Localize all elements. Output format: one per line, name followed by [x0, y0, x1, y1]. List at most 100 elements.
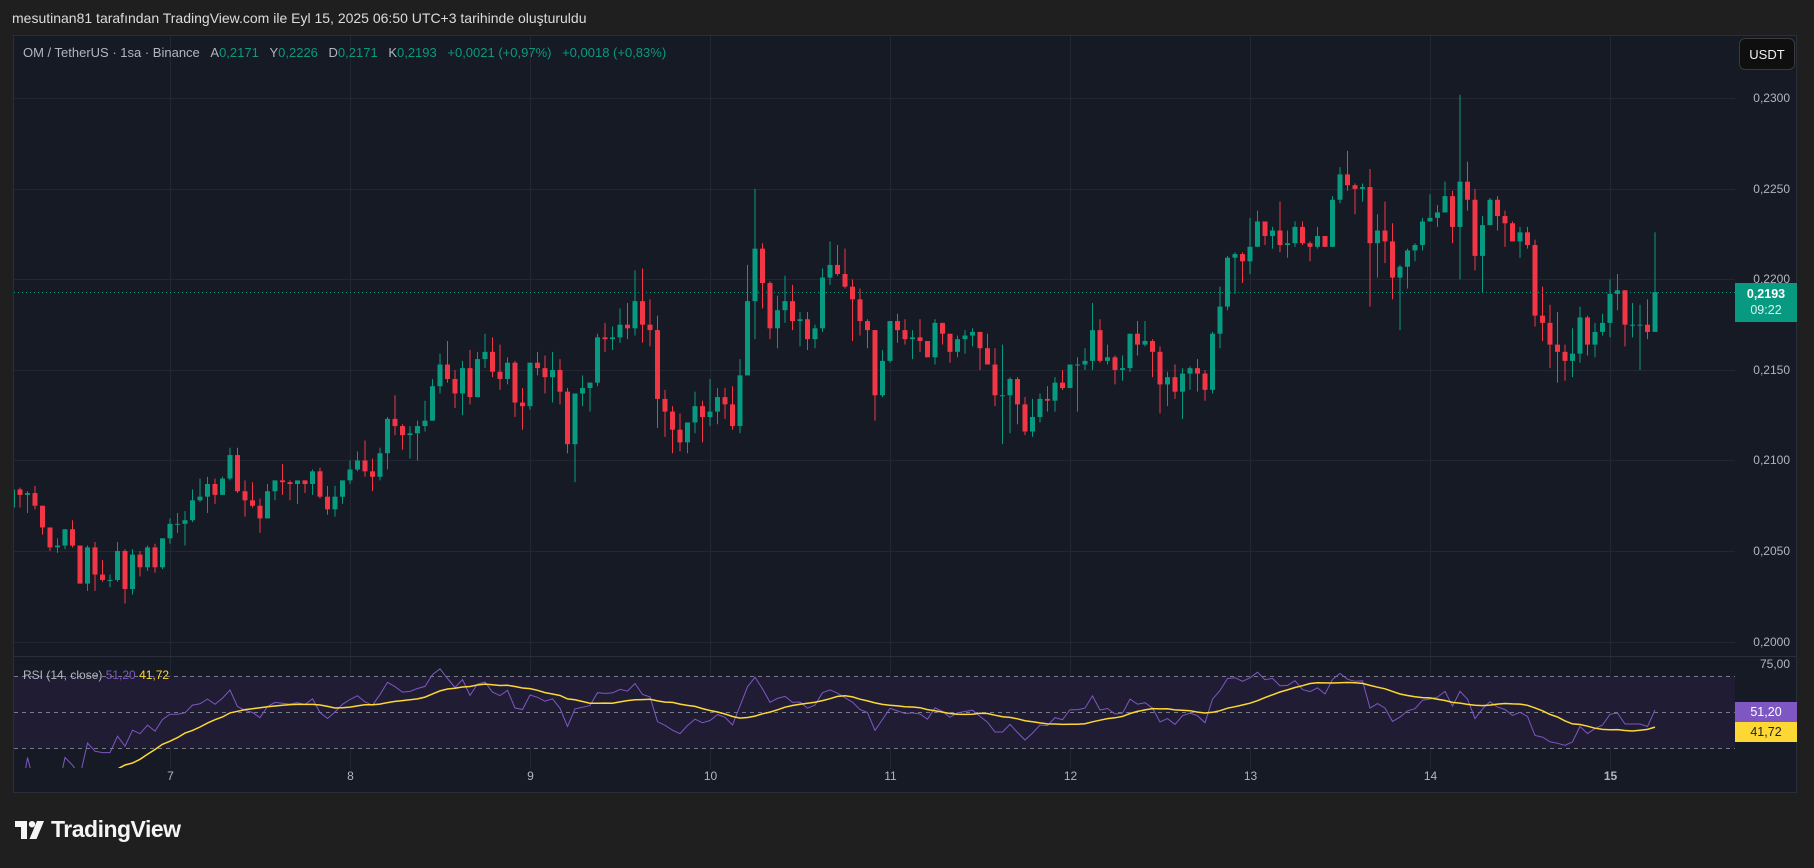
- candle-body: [535, 362, 540, 369]
- day-tick-label: 7: [167, 769, 174, 783]
- candle: [1075, 357, 1080, 412]
- candle: [797, 312, 803, 347]
- candle: [460, 360, 465, 416]
- currency-button[interactable]: USDT: [1739, 38, 1795, 70]
- candle: [1105, 344, 1110, 365]
- candle-body: [610, 337, 615, 340]
- candle-body: [1172, 377, 1178, 392]
- day-tick-label: 11: [884, 769, 897, 783]
- candle: [1547, 304, 1553, 369]
- candle-body: [137, 554, 143, 568]
- candle: [887, 321, 893, 363]
- candle: [1180, 368, 1185, 419]
- candle: [940, 322, 945, 345]
- candle: [190, 489, 195, 523]
- price-tick-label: 0,2100: [1753, 452, 1790, 467]
- candle: [1510, 221, 1515, 242]
- candle-body: [835, 264, 840, 274]
- candle: [1330, 196, 1335, 247]
- candle-body: [1525, 232, 1530, 246]
- tradingview-logo[interactable]: TradingView: [15, 816, 181, 843]
- candle: [1022, 397, 1028, 436]
- candle: [1517, 226, 1523, 258]
- candle: [737, 359, 743, 434]
- rsi-ma-line: [117, 681, 1656, 768]
- candle-body: [1547, 322, 1553, 345]
- chart-frame[interactable]: [13, 35, 1797, 793]
- candle-body: [512, 362, 518, 403]
- candle-body: [370, 471, 375, 477]
- candle-body: [1472, 199, 1478, 256]
- candle-body: [1157, 351, 1163, 385]
- candle-body: [1307, 243, 1313, 247]
- candle: [640, 268, 645, 343]
- candle: [1240, 252, 1245, 284]
- candle-body: [460, 368, 465, 394]
- candle-body: [1225, 257, 1230, 307]
- candle-body: [62, 529, 68, 546]
- candle-body: [1142, 340, 1148, 345]
- candle: [565, 388, 570, 454]
- candle: [1390, 223, 1395, 300]
- candle-body: [602, 337, 608, 340]
- candle: [1142, 321, 1148, 347]
- candle: [722, 388, 728, 419]
- candle-body: [685, 422, 690, 443]
- candle: [1037, 393, 1043, 423]
- candle: [992, 348, 998, 407]
- candle: [842, 248, 848, 289]
- candle-body: [197, 496, 203, 501]
- candle-body: [1442, 196, 1448, 213]
- ohlc-legend: OM / TetherUS · 1sa · Binance A0,2171 Y0…: [23, 45, 666, 60]
- candle: [1000, 344, 1005, 445]
- candle: [962, 330, 968, 354]
- candle: [1210, 331, 1215, 394]
- candle-body: [1285, 243, 1290, 246]
- candle: [677, 413, 683, 452]
- candle-body: [565, 391, 570, 445]
- candle: [917, 319, 923, 352]
- candle: [1090, 302, 1095, 370]
- candle-body: [1540, 315, 1545, 323]
- candle: [317, 467, 323, 499]
- candle: [55, 538, 60, 553]
- candle-body: [1150, 340, 1155, 352]
- candle: [1135, 321, 1140, 356]
- candle: [1375, 214, 1380, 278]
- candle-body: [655, 330, 660, 399]
- candle-body: [1645, 324, 1650, 332]
- candle-body: [1390, 241, 1395, 278]
- candle-body: [752, 248, 758, 302]
- candle: [1007, 377, 1013, 434]
- candle-body: [167, 523, 173, 539]
- candle: [977, 331, 983, 370]
- low-label: D: [328, 45, 338, 60]
- candle-body: [557, 369, 563, 392]
- candle-body: [1060, 382, 1065, 389]
- symbol-info[interactable]: OM / TetherUS · 1sa · Binance: [23, 45, 200, 60]
- candle-body: [1412, 245, 1418, 251]
- candle: [1322, 235, 1328, 247]
- candle: [1622, 290, 1628, 347]
- candle-body: [1097, 330, 1103, 361]
- candle: [1495, 196, 1500, 231]
- candle-body: [212, 484, 218, 495]
- candle: [1405, 248, 1410, 289]
- candle-body: [482, 351, 488, 360]
- candle: [1502, 210, 1508, 247]
- open-label: A: [210, 45, 220, 60]
- candle-body: [497, 371, 503, 379]
- candle: [197, 478, 203, 503]
- candle-body: [430, 386, 435, 421]
- candle-body: [1030, 417, 1035, 432]
- rsi-legend[interactable]: RSI (14, close) 51,20 41,72: [23, 668, 169, 682]
- candle-body: [1427, 217, 1433, 222]
- candle: [47, 527, 53, 551]
- candle: [1457, 94, 1463, 280]
- candle-body: [392, 418, 398, 427]
- candle: [85, 545, 90, 591]
- candle-body: [1517, 232, 1523, 242]
- candle: [692, 391, 698, 434]
- candle: [1607, 279, 1613, 338]
